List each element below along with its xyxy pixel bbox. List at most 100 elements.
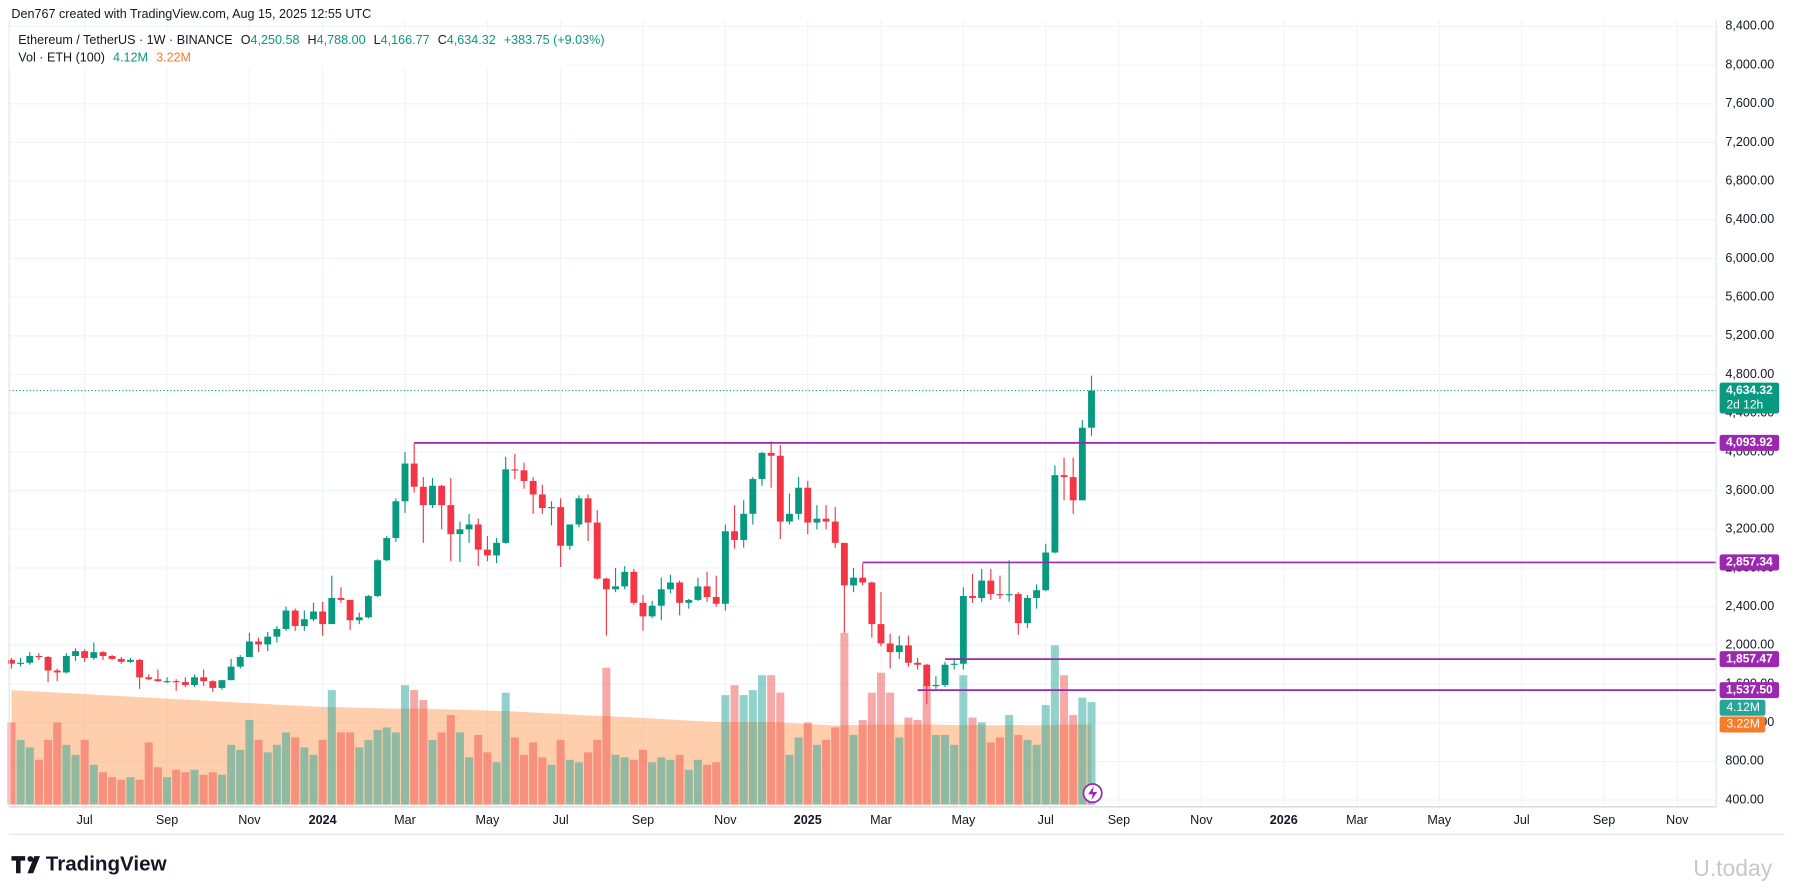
y-tick-label: 5,600.00 — [1725, 290, 1774, 304]
candle-body — [795, 487, 803, 514]
candle-body — [850, 577, 857, 586]
volume-bar — [272, 744, 281, 805]
volume-bar — [913, 719, 922, 805]
candle-body — [767, 452, 775, 456]
candle-body — [81, 651, 89, 658]
volume-value: 4.12M — [113, 51, 148, 65]
candle-body — [99, 652, 107, 657]
candle-body — [703, 586, 711, 598]
alert-icon[interactable] — [1082, 783, 1103, 804]
x-tick-label: Jul — [1514, 813, 1530, 827]
volume-bar — [483, 752, 492, 805]
volume-bar — [501, 692, 510, 805]
legend-symbol: Ethereum / TetherUS · 1W · BINANCE O4,25… — [18, 34, 604, 48]
candle-body — [337, 597, 345, 600]
x-tick-label: Nov — [1666, 813, 1689, 827]
volume-ma-area — [11, 690, 1092, 805]
volume-bar — [886, 692, 895, 805]
candle-body — [575, 498, 583, 525]
volume-bar — [126, 777, 135, 805]
volume-bar — [1087, 702, 1096, 805]
volume-bar — [153, 767, 162, 805]
candle-body — [648, 605, 656, 617]
candle-body — [950, 663, 958, 665]
volume-bar — [227, 744, 236, 805]
volume-bar — [199, 774, 208, 805]
x-tick-label: Jul — [77, 813, 93, 827]
volume-bar — [135, 779, 144, 805]
volume-bar — [419, 700, 428, 805]
volume-bar — [1005, 715, 1014, 805]
volume-bar — [346, 732, 355, 805]
volume-bar — [263, 752, 272, 805]
volume-bar — [638, 749, 648, 805]
x-tick-label: 2024 — [309, 813, 337, 827]
candle-body — [538, 494, 546, 509]
candle-body — [35, 656, 43, 658]
volume-bar — [410, 690, 419, 805]
candle-body — [72, 651, 79, 657]
volume-bar — [44, 739, 53, 805]
watermark: U.today — [1693, 855, 1772, 881]
volume-bar — [611, 754, 620, 805]
y-tick-label: 6,000.00 — [1725, 251, 1774, 265]
volume-bar — [217, 774, 226, 805]
candle-body — [483, 549, 491, 556]
candle-body — [914, 662, 922, 665]
candle-body — [639, 602, 647, 617]
candle-body — [721, 531, 729, 604]
candle-body — [364, 596, 372, 618]
brand-name: TradingView — [46, 853, 168, 876]
y-tick-label: 7,600.00 — [1725, 96, 1774, 110]
brand-logo — [11, 856, 41, 874]
volume-bar — [1032, 744, 1041, 805]
ohlc-value: 4,788.00 — [317, 34, 366, 48]
volume-bar — [693, 759, 702, 805]
volume-bar — [584, 752, 593, 805]
candle-body — [44, 656, 52, 671]
volume-bar — [620, 757, 629, 805]
candle-body — [959, 596, 967, 664]
volume-bar — [812, 744, 821, 805]
volume-bar — [236, 749, 245, 805]
volume-bar — [62, 744, 71, 805]
candle-body — [502, 469, 510, 543]
volume-bar — [895, 737, 904, 805]
volume-bar — [34, 759, 43, 805]
volume-bar — [840, 632, 849, 805]
volume-bar — [373, 729, 382, 805]
volume-bar — [904, 717, 913, 805]
volume-bar — [538, 757, 547, 805]
volume-pane — [7, 632, 1096, 805]
candle-body — [26, 656, 34, 663]
volume-bar — [995, 737, 1004, 805]
candle-body — [154, 679, 162, 682]
candle-body — [786, 513, 793, 522]
candle-body — [310, 611, 317, 620]
x-tick-label: Nov — [714, 813, 737, 827]
candle-body — [1069, 477, 1077, 501]
y-tick-label: 3,200.00 — [1725, 522, 1774, 536]
candle-body — [117, 658, 125, 662]
volume-bar — [401, 685, 410, 805]
candle-body — [840, 542, 848, 586]
volume-bar — [89, 764, 98, 805]
candle-body — [1060, 475, 1068, 478]
candle-body — [1005, 594, 1013, 596]
level-label-bg — [1719, 682, 1780, 699]
candle-body — [1051, 475, 1059, 553]
y-tick-label: 2,400.00 — [1725, 599, 1774, 613]
candle-body — [474, 524, 482, 550]
credit: Den767 created with TradingView.com, Aug… — [11, 7, 371, 21]
volume-bar — [391, 732, 400, 805]
volume-bar — [1060, 675, 1069, 805]
legend-bg — [9, 30, 570, 68]
volume-bar — [730, 685, 739, 805]
volume-bar — [1069, 715, 1078, 805]
volume-bar — [959, 675, 968, 805]
y-tick-label: 6,400.00 — [1725, 212, 1774, 226]
candle-body — [255, 641, 263, 645]
x-tick-label: Mar — [1346, 813, 1368, 827]
ohlc-value: 4,634.32 — [447, 34, 496, 48]
